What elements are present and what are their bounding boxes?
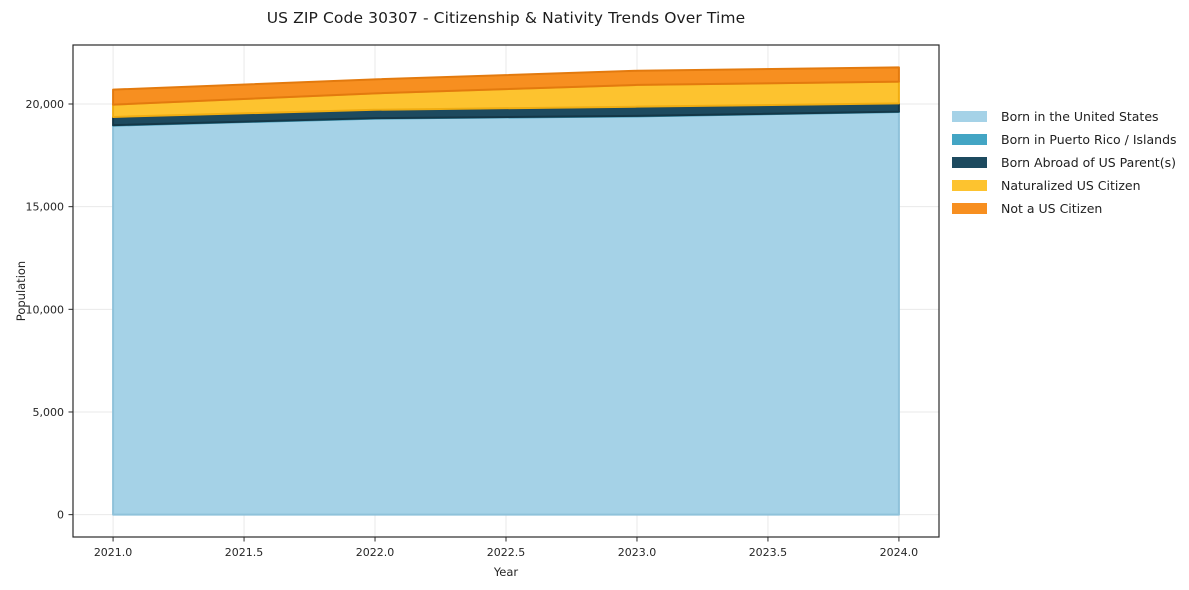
x-axis-label: Year: [493, 565, 519, 579]
legend-label-2: Born Abroad of US Parent(s): [1001, 155, 1176, 170]
y-tick-label: 5,000: [33, 406, 65, 419]
legend-swatch-1: [952, 134, 987, 145]
x-tick-label: 2024.0: [880, 546, 919, 559]
x-tick-label: 2022.5: [487, 546, 526, 559]
y-axis-label-text: Population: [14, 260, 28, 322]
legend-swatch-0: [952, 111, 987, 122]
legend-label-3: Naturalized US Citizen: [1001, 178, 1141, 193]
legend-item-4: Not a US Citizen: [952, 197, 1177, 220]
legend-swatch-3: [952, 180, 987, 191]
y-tick-label: 20,000: [26, 98, 65, 111]
area-series-4: [112, 66, 900, 106]
chart-title: US ZIP Code 30307 - Citizenship & Nativi…: [266, 9, 746, 27]
x-tick-label: 2023.5: [749, 546, 788, 559]
legend-label-0: Born in the United States: [1001, 109, 1159, 124]
x-tick-label: 2022.0: [356, 546, 395, 559]
legend-label-1: Born in Puerto Rico / Islands: [1001, 132, 1177, 147]
legend-item-2: Born Abroad of US Parent(s): [952, 151, 1177, 174]
area-series-0: [112, 111, 900, 516]
legend-swatch-4: [952, 203, 987, 214]
legend-item-3: Naturalized US Citizen: [952, 174, 1177, 197]
y-tick-label: 0: [57, 509, 64, 522]
x-tick-label: 2023.0: [618, 546, 657, 559]
legend-item-1: Born in Puerto Rico / Islands: [952, 128, 1177, 151]
legend: Born in the United States Born in Puerto …: [952, 105, 1177, 220]
x-tick-label: 2021.5: [225, 546, 264, 559]
y-tick-label: 15,000: [26, 201, 65, 214]
legend-swatch-2: [952, 157, 987, 168]
y-tick-label: 10,000: [26, 303, 65, 316]
legend-label-4: Not a US Citizen: [1001, 201, 1103, 216]
legend-item-0: Born in the United States: [952, 105, 1177, 128]
x-tick-label: 2021.0: [94, 546, 133, 559]
